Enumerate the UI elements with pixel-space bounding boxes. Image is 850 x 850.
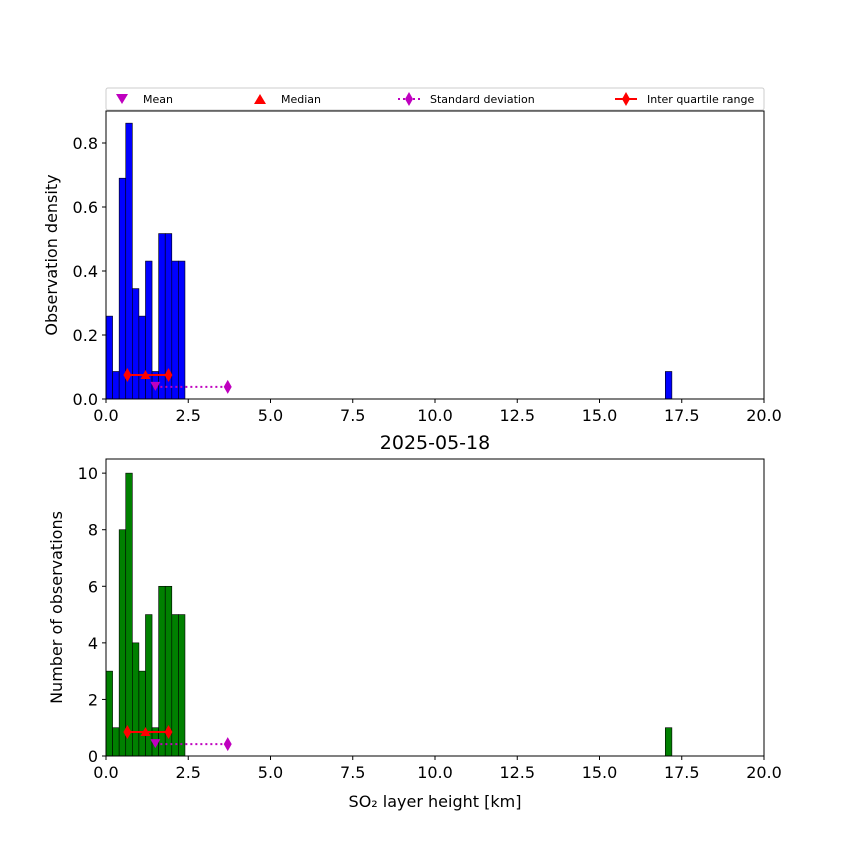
histogram-bar (178, 260, 186, 400)
histogram-bar (112, 371, 120, 400)
legend-mean-label: Mean (143, 93, 173, 106)
x-tick-label: 12.5 (499, 406, 535, 425)
iqr-marker (123, 368, 132, 382)
median-marker (140, 726, 151, 736)
histogram-bar (178, 614, 186, 757)
x-tick-label: 2.5 (176, 763, 201, 782)
y-tick-label: 10 (78, 464, 98, 483)
legend-median-label: Median (281, 93, 321, 106)
histogram-bar (105, 670, 113, 757)
legend-std-label: Standard deviation (430, 93, 535, 106)
y-tick-label: 2 (88, 690, 98, 709)
count-histogram-panel: 2025-05-18 0.0 2.5 5.0 7.5 10.0 12.5 15.0 17.5 2… (47, 432, 782, 811)
x-tick-label: 20.0 (746, 406, 782, 425)
y-tick-label: 4 (88, 634, 98, 653)
histogram-bar (158, 585, 166, 757)
density-axes-frame (105, 110, 765, 400)
density-x-axis-ticks: 0.0 2.5 5.0 7.5 10.0 12.5 15.0 17.5 20.0 (93, 399, 782, 425)
x-tick-label: 0.0 (93, 763, 118, 782)
std-marker (223, 737, 232, 752)
x-tick-label: 10.0 (417, 406, 453, 425)
legend-std-marker (405, 92, 413, 106)
x-tick-label: 17.5 (664, 406, 700, 425)
x-tick-label: 2.5 (176, 406, 201, 425)
histogram-bar (138, 670, 146, 757)
y-tick-label: 6 (88, 577, 98, 596)
x-tick-label: 10.0 (417, 763, 453, 782)
x-tick-label: 20.0 (746, 763, 782, 782)
y-tick-label: 0.2 (73, 326, 98, 345)
histogram-bar (118, 529, 127, 757)
y-tick-label: 0.6 (73, 198, 98, 217)
count-x-axis-label: SO₂ layer height [km] (349, 792, 522, 811)
x-tick-label: 17.5 (664, 763, 700, 782)
legend-mean-marker (116, 94, 128, 104)
y-tick-label: 0 (88, 747, 98, 766)
density-y-axis-label: Observation density (42, 174, 61, 335)
histogram-bar (105, 315, 113, 400)
histogram-bar (112, 727, 120, 757)
legend-frame (105, 87, 765, 111)
histogram-bar (132, 288, 140, 400)
histogram-outlier-bar (664, 727, 673, 757)
x-tick-label: 12.5 (499, 763, 535, 782)
count-axes-frame (105, 458, 765, 757)
histogram-bar (171, 260, 179, 400)
histogram-bar (171, 614, 179, 757)
x-tick-label: 15.0 (582, 763, 618, 782)
histogram-outlier-bar (664, 371, 673, 400)
x-tick-label: 0.0 (93, 406, 118, 425)
legend-iqr-label: Inter quartile range (647, 93, 754, 106)
y-tick-label: 0.0 (73, 390, 98, 409)
histogram-bar (132, 642, 140, 757)
y-tick-label: 0.8 (73, 134, 98, 153)
x-tick-label: 15.0 (582, 406, 618, 425)
x-tick-label: 7.5 (340, 763, 365, 782)
histogram-bar (118, 177, 127, 400)
iqr-marker (164, 368, 173, 382)
legend-iqr-marker (622, 92, 630, 106)
count-y-axis-label: Number of observations (47, 511, 66, 704)
std-marker (223, 379, 232, 394)
y-tick-label: 0.4 (73, 262, 98, 281)
mean-marker (150, 381, 161, 391)
mean-marker (150, 739, 161, 749)
legend-median-marker (254, 94, 266, 104)
density-histogram-panel: 0.0 2.5 5.0 7.5 10.0 12.5 15.0 17.5 20.0 0.00.20… (42, 110, 782, 425)
histogram-bar (138, 315, 146, 400)
count-y-axis-ticks: 0 2 4 6 8 10 (78, 464, 106, 766)
histogram-bar (125, 472, 133, 757)
density-statistics-markers (123, 368, 232, 394)
count-x-axis-ticks: 0.0 2.5 5.0 7.5 10.0 12.5 15.0 17.5 20.0 (93, 756, 782, 782)
median-marker (140, 370, 151, 379)
chart-title: 2025-05-18 (380, 432, 490, 454)
x-tick-label: 5.0 (258, 406, 283, 425)
x-tick-label: 7.5 (340, 406, 365, 425)
iqr-marker (123, 724, 132, 739)
histogram-bar (125, 122, 133, 400)
legend: Mean Median Standard deviation Inter qua… (105, 87, 765, 111)
iqr-marker (164, 724, 173, 739)
density-y-axis-ticks: 0.0 0.2 0.4 0.6 0.8 (73, 134, 106, 409)
x-tick-label: 5.0 (258, 763, 283, 782)
y-tick-label: 8 (88, 521, 98, 540)
count-statistics-markers (123, 724, 232, 752)
